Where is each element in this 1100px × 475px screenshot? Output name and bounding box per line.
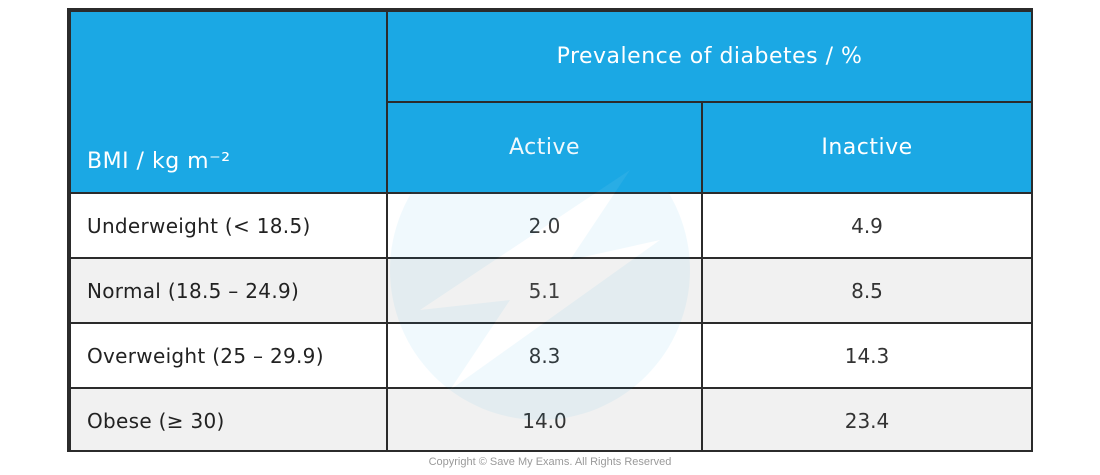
table-row: Underweight (< 18.5) 2.0 4.9 (69, 192, 1031, 259)
header-row-sub: Active Inactive (70, 101, 1031, 194)
active-value: 8.3 (386, 322, 703, 389)
table-row: Obese (≥ 30) 14.0 23.4 (69, 387, 1031, 450)
active-value: 5.1 (386, 257, 703, 324)
row-label: Obese (≥ 30) (69, 387, 388, 450)
row-label: Underweight (< 18.5) (69, 192, 388, 259)
diabetes-bmi-table: BMI / kg m⁻² Prevalence of diabetes / % … (67, 8, 1033, 452)
table-row: Normal (18.5 – 24.9) 5.1 8.5 (69, 257, 1031, 324)
prevalence-group-header: Prevalence of diabetes / % (386, 10, 1031, 103)
row-label: Normal (18.5 – 24.9) (69, 257, 388, 324)
active-value: 14.0 (386, 387, 703, 450)
bmi-column-header: BMI / kg m⁻² (69, 10, 388, 194)
table-row: Overweight (25 – 29.9) 8.3 14.3 (69, 322, 1031, 389)
inactive-value: 8.5 (701, 257, 1031, 324)
row-label: Overweight (25 – 29.9) (69, 322, 388, 389)
inactive-value: 23.4 (701, 387, 1031, 450)
inactive-column-header: Inactive (701, 101, 1031, 194)
active-value: 2.0 (386, 192, 703, 259)
header-row-top: BMI / kg m⁻² Prevalence of diabetes / % (69, 10, 1031, 194)
active-column-header: Active (386, 101, 703, 194)
copyright-notice: Copyright © Save My Exams. All Rights Re… (428, 456, 672, 468)
data-table: BMI / kg m⁻² Prevalence of diabetes / % … (69, 10, 1031, 450)
inactive-value: 14.3 (701, 322, 1031, 389)
inactive-value: 4.9 (701, 192, 1031, 259)
